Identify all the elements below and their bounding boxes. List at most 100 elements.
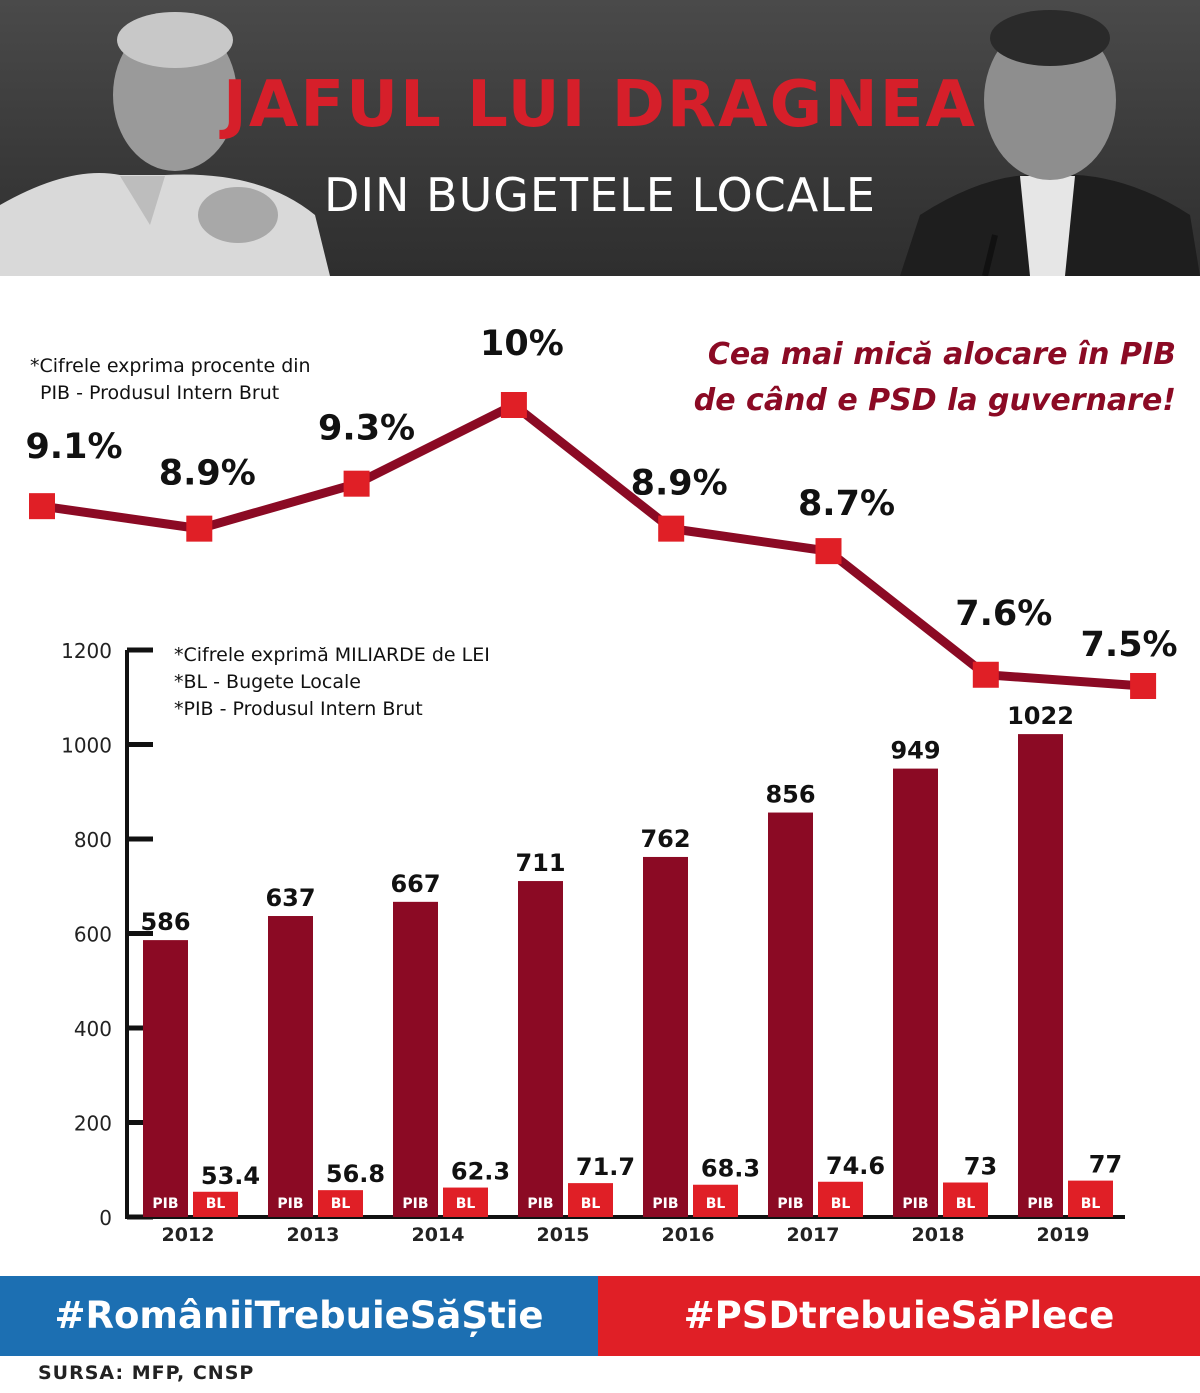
bl-bar [1068, 1180, 1113, 1217]
bl-value-label: 56.8 [326, 1160, 385, 1188]
page-title: JAFUL LUI DRAGNEA [223, 68, 977, 142]
x-tick-label: 2018 [912, 1224, 965, 1246]
x-tick-label: 2016 [662, 1224, 715, 1246]
line-note-text-1: *Cifrele exprima procente din [30, 355, 311, 377]
pib-value-label: 667 [390, 870, 440, 898]
line-marker [186, 515, 213, 542]
pib-series-label: PIB [777, 1196, 803, 1212]
bar-note-text-3: *PIB - Produsul Intern Brut [174, 698, 423, 720]
line-value-label: 7.6% [955, 594, 1052, 634]
y-tick-label: 0 [99, 1206, 112, 1230]
bar-chart: 0 200 400 600 800 1000 1200 586 PIB 53.4 BL 2012 637… [61, 639, 1125, 1246]
y-tick-label: 1200 [61, 639, 112, 663]
bl-series-label: BL [456, 1196, 476, 1212]
headline-line-1: Cea mai mică alocare în PIB [707, 337, 1176, 372]
pib-value-label: 586 [140, 908, 190, 936]
line-value-label: 7.5% [1081, 625, 1178, 665]
bar-note-text-2: *BL - Bugete Locale [174, 671, 361, 693]
bl-value-label: 71.7 [576, 1153, 635, 1181]
line-value-label: 9.3% [318, 409, 415, 449]
line-marker [1130, 673, 1157, 699]
line-marker [658, 515, 685, 542]
pib-bar [268, 916, 313, 1217]
bl-series-label: BL [706, 1196, 726, 1212]
right-portrait-image [900, 10, 1200, 276]
line-value-label: 10% [480, 324, 564, 364]
pib-bar [393, 901, 438, 1217]
bl-bar [193, 1191, 238, 1217]
line-marker [343, 470, 370, 497]
bl-value-label: 53.4 [201, 1162, 260, 1190]
bl-series-label: BL [581, 1196, 601, 1212]
bl-bar [568, 1183, 613, 1217]
pib-bar [893, 768, 938, 1217]
pib-bar [768, 812, 813, 1217]
x-tick-label: 2014 [412, 1224, 465, 1246]
bl-series-label: BL [206, 1196, 226, 1212]
bl-series-label: BL [956, 1196, 976, 1212]
pib-bar [518, 881, 563, 1217]
line-marker [815, 538, 842, 565]
bl-value-label: 68.3 [701, 1155, 760, 1183]
line-value-label: 8.9% [159, 454, 256, 494]
hashtag-psd-trebuie-sa-plece[interactable]: #PSDtrebuieSăPlece [598, 1276, 1200, 1356]
bl-bar [443, 1187, 488, 1217]
pib-series-label: PIB [652, 1196, 678, 1212]
bl-value-label: 62.3 [451, 1158, 510, 1186]
line-chart: 9.1% 8.9% 9.3% 10% 8.9% 8.7% 7.6% 7.5% [25, 324, 1178, 699]
pib-value-label: 711 [515, 849, 565, 877]
x-tick-label: 2019 [1037, 1224, 1090, 1246]
headline-line-2: de când e PSD la guvernare! [693, 383, 1176, 418]
pib-bar [643, 856, 688, 1217]
line-series-path [41, 400, 1144, 691]
bl-bar [818, 1181, 863, 1217]
left-portrait-image [0, 12, 330, 276]
source-credit: SURSA: MFP, CNSP [38, 1362, 255, 1384]
pib-bar [1018, 734, 1063, 1217]
line-note: *Cifrele exprima procente din PIB - Prod… [30, 353, 311, 407]
line-value-label: 8.7% [798, 484, 895, 524]
y-tick-label: 800 [74, 828, 112, 852]
pib-value-label: 762 [640, 825, 690, 853]
footer-banner: #RomâniiTrebuieSăȘtie #PSDtrebuieSăPlece [0, 1276, 1200, 1356]
pib-value-label: 1022 [1007, 702, 1074, 730]
x-tick-label: 2015 [537, 1224, 590, 1246]
bl-bar [318, 1190, 363, 1217]
line-value-label: 8.9% [631, 464, 728, 504]
pib-value-label: 637 [265, 884, 315, 912]
page-subtitle: DIN BUGETELE LOCALE [324, 168, 876, 222]
x-tick-label: 2012 [162, 1224, 215, 1246]
y-tick-label: 1000 [61, 734, 112, 758]
pib-series-label: PIB [1027, 1196, 1053, 1212]
pib-bar [143, 940, 188, 1217]
bl-series-label: BL [331, 1196, 351, 1212]
hashtag-romanii-trebuie-sa-stie[interactable]: #RomâniiTrebuieSăȘtie [0, 1276, 598, 1356]
x-tick-label: 2013 [287, 1224, 340, 1246]
bl-bar [693, 1184, 738, 1217]
line-marker [972, 661, 999, 688]
pib-value-label: 949 [890, 737, 940, 765]
bl-series-label: BL [831, 1196, 851, 1212]
headline: Cea mai mică alocare în PIB de când e PS… [630, 332, 1176, 424]
line-note-text-2: PIB - Produsul Intern Brut [40, 382, 280, 404]
pib-series-label: PIB [902, 1196, 928, 1212]
y-tick-label: 600 [74, 923, 112, 947]
bl-value-label: 74.6 [826, 1152, 885, 1180]
line-marker [29, 493, 55, 520]
bl-bar [943, 1182, 988, 1217]
bar-note: *Cifrele exprimă MILIARDE de LEI *BL - B… [174, 642, 490, 723]
pib-series-label: PIB [402, 1196, 428, 1212]
line-marker [500, 392, 527, 418]
bl-value-label: 77 [1089, 1151, 1122, 1179]
x-tick-label: 2017 [787, 1224, 840, 1246]
y-tick-label: 200 [74, 1112, 112, 1136]
pib-series-label: PIB [527, 1196, 553, 1212]
header-banner: JAFUL LUI DRAGNEA DIN BUGETELE LOCALE [0, 0, 1200, 276]
pib-series-label: PIB [277, 1196, 303, 1212]
bl-value-label: 73 [964, 1153, 997, 1181]
pib-value-label: 856 [765, 781, 815, 809]
pib-series-label: PIB [152, 1196, 178, 1212]
bar-note-text-1: *Cifrele exprimă MILIARDE de LEI [174, 644, 490, 666]
y-tick-label: 400 [74, 1017, 112, 1041]
bl-series-label: BL [1081, 1196, 1101, 1212]
